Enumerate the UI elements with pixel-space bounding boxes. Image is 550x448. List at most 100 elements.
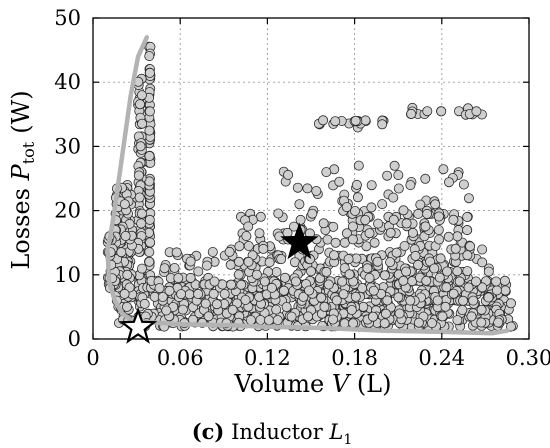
scatter-point <box>292 182 303 193</box>
x-axis-label: Volume V (L) <box>234 370 392 398</box>
scatter-point <box>421 275 432 286</box>
scatter-point <box>243 256 254 267</box>
scatter-point <box>377 119 388 130</box>
scatter-point <box>432 295 443 306</box>
scatter-point <box>462 266 473 277</box>
scatter-point <box>483 292 494 303</box>
scatter-point <box>234 241 245 252</box>
scatter-point <box>436 106 447 117</box>
scatter-point <box>225 259 236 270</box>
scatter-point <box>264 257 275 268</box>
scatter-point <box>413 259 424 270</box>
scatter-point <box>286 311 297 322</box>
scatter-point <box>463 282 474 293</box>
scatter-point <box>401 218 412 229</box>
scatter-point <box>360 115 371 126</box>
scatter-point <box>413 208 424 219</box>
scatter-point <box>276 254 287 265</box>
scatter-point <box>209 276 220 287</box>
scatter-point <box>434 272 445 283</box>
scatter-point <box>208 288 219 299</box>
scatter-point <box>144 214 155 225</box>
scatter-point <box>385 227 396 238</box>
scatter-point <box>443 177 454 188</box>
scatter-point <box>255 314 266 325</box>
x-axis-label-prefix: Volume <box>234 370 325 398</box>
scatter-point <box>193 288 204 299</box>
y-tick-label: 30 <box>54 134 81 158</box>
scatter-point <box>338 289 349 300</box>
scatter-point <box>164 285 175 296</box>
scatter-point <box>219 288 230 299</box>
scatter-point <box>462 225 473 236</box>
scatter-point <box>279 272 290 283</box>
scatter-point <box>483 266 494 277</box>
scatter-point <box>330 116 341 127</box>
scatter-point <box>433 211 444 222</box>
scatter-point <box>295 214 306 225</box>
scatter-point <box>241 231 252 242</box>
scatter-point <box>344 269 355 280</box>
scatter-point <box>394 308 405 319</box>
scatter-point <box>346 304 357 315</box>
scatter-point <box>134 99 145 110</box>
scatter-point <box>505 321 516 332</box>
scatter-point <box>176 289 187 300</box>
scatter-point <box>437 311 448 322</box>
scatter-point <box>122 269 133 280</box>
caption-label: (c) <box>192 419 225 444</box>
scatter-point <box>211 299 222 310</box>
x-tick-label: 0.12 <box>244 346 291 370</box>
scatter-point <box>240 294 251 305</box>
scatter-point <box>302 183 313 194</box>
scatter-point <box>380 308 391 319</box>
scatter-point <box>144 151 155 162</box>
scatter-point <box>422 208 433 219</box>
scatter-point <box>382 295 393 306</box>
scatter-point <box>303 311 314 322</box>
scatter-point <box>452 231 463 242</box>
scatter-point <box>243 221 254 232</box>
scatter-point <box>245 315 256 326</box>
scatter-point <box>273 208 284 219</box>
scatter-point <box>410 250 421 261</box>
scatter-point <box>159 263 170 274</box>
scatter-point <box>281 301 292 312</box>
scatter-point <box>318 115 329 126</box>
scatter-point <box>122 301 133 312</box>
scatter-point <box>452 315 463 326</box>
scatter-point <box>304 285 315 296</box>
scatter-point <box>426 318 437 329</box>
scatter-point <box>120 230 131 241</box>
scatter-point <box>385 257 396 268</box>
scatter-point <box>272 315 283 326</box>
scatter-point <box>401 266 412 277</box>
scatter-point <box>422 106 433 117</box>
scatter-point <box>493 317 504 328</box>
scatter-point <box>319 301 330 312</box>
scatter-point <box>145 237 156 248</box>
scatter-point <box>372 256 383 267</box>
scatter-point <box>119 288 130 299</box>
scatter-point <box>233 256 244 267</box>
x-tick-label: 0.18 <box>331 346 378 370</box>
scatter-point <box>379 318 390 329</box>
scatter-point <box>339 318 350 329</box>
scatter-point <box>144 247 155 258</box>
scatter-point <box>305 266 316 277</box>
scatter-point <box>369 237 380 248</box>
highlight-star-marker <box>280 222 319 260</box>
scatter-point <box>144 256 155 267</box>
scatter-point <box>476 317 487 328</box>
scatter-point <box>462 250 473 261</box>
scatter-point <box>415 199 426 210</box>
scatter-point <box>318 218 329 229</box>
scatter-point <box>334 176 345 187</box>
scatter-point <box>454 276 465 287</box>
scatter-point <box>258 243 269 254</box>
scatter-point <box>471 106 482 117</box>
scatter-point <box>259 276 270 287</box>
scatter-point <box>393 183 404 194</box>
scatter-point <box>368 285 379 296</box>
scatter-point <box>443 231 454 242</box>
